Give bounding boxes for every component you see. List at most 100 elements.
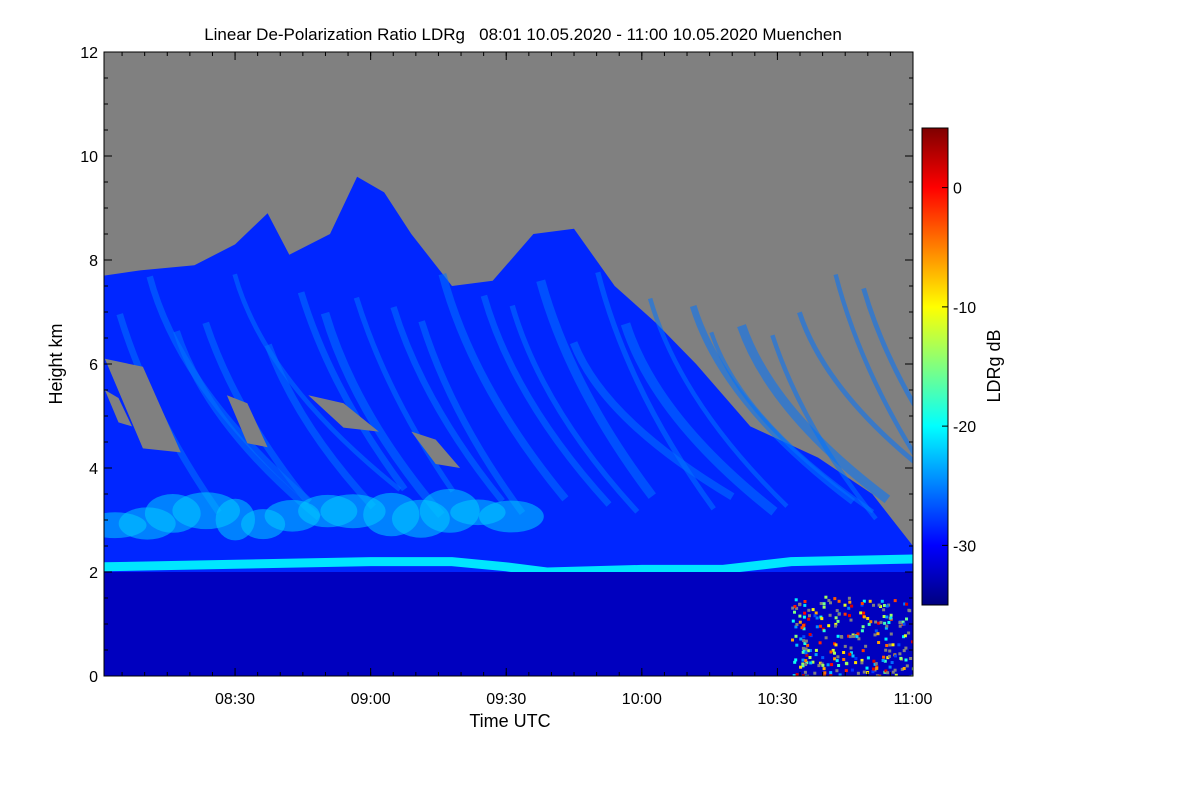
speckle-pixel — [811, 660, 815, 664]
speckle-pixel — [866, 656, 870, 660]
rain-region — [104, 572, 913, 676]
speckle-pixel — [834, 643, 838, 647]
speckle-pixel — [859, 611, 863, 615]
speckle-pixel — [850, 604, 854, 608]
speckle-pixel — [795, 673, 799, 676]
speckle-pixel — [864, 644, 868, 648]
fall-streak — [770, 334, 878, 521]
speckle-pixel — [891, 643, 895, 647]
speckle-pixel — [819, 602, 823, 605]
fall-streak — [861, 287, 913, 408]
speckle-pixel — [862, 615, 866, 619]
speckle-pixel — [843, 603, 847, 607]
speckle-pixel — [822, 629, 826, 633]
speckle-pixel — [831, 648, 835, 652]
speckle-pixel — [893, 599, 897, 603]
speckle-pixel — [909, 657, 913, 660]
speckle-pixel — [826, 663, 830, 667]
speckle-pixel — [844, 661, 848, 665]
speckle-pixel — [793, 660, 797, 664]
speckle-pixel — [882, 615, 886, 618]
speckle-pixel — [875, 666, 879, 670]
speckle-pixel — [888, 649, 892, 653]
speckle-pixel — [806, 643, 810, 647]
x-tick-label: 09:00 — [351, 691, 391, 708]
fall-streak — [833, 273, 913, 457]
speckle-pixel — [894, 673, 898, 676]
speckle-pixel — [888, 665, 892, 669]
speckle-pixel — [827, 599, 831, 602]
speckle-pixel — [886, 671, 890, 675]
speckle-pixel — [829, 601, 832, 605]
fall-streak — [647, 297, 789, 508]
colorbar-gradient — [921, 127, 949, 606]
speckle-pixel — [890, 661, 894, 664]
fall-streak — [480, 294, 612, 507]
speckle-pixel — [898, 621, 902, 625]
speckle-pixel — [814, 648, 818, 652]
speckle-pixel — [905, 617, 908, 621]
speckle-pixel — [821, 656, 825, 660]
speckle-pixel — [808, 656, 812, 659]
speckle-pixel — [824, 595, 828, 599]
speckle-pixel — [854, 661, 858, 665]
speckle-pixel — [822, 674, 826, 676]
speckle-pixel — [843, 612, 847, 616]
speckle-pixel — [888, 643, 892, 647]
fall-streak — [232, 273, 402, 492]
speckle-pixel — [902, 622, 906, 626]
speckle-pixel — [884, 626, 888, 630]
fall-streak — [418, 320, 526, 515]
colorbar-tick-label: -10 — [953, 300, 976, 317]
speckle-pixel — [886, 656, 890, 660]
speckle-pixel — [829, 674, 833, 676]
speckle-pixel — [860, 603, 864, 607]
speckle-pixel — [835, 659, 839, 663]
speckle-pixel — [834, 616, 838, 620]
fall-streak — [320, 311, 445, 518]
speckle-pixel — [885, 624, 889, 628]
cloud-gap — [308, 395, 379, 432]
speckle-pixel — [802, 615, 806, 619]
speckle-pixel — [837, 664, 841, 667]
speckle-pixel — [805, 653, 809, 657]
speckle-pixel — [814, 653, 818, 657]
speckle-pixel — [835, 669, 839, 673]
speckle-pixel — [801, 646, 805, 650]
cloud-gaps — [104, 358, 461, 468]
y-tick-label: 6 — [89, 357, 98, 374]
speckle-pixel — [865, 666, 869, 670]
speckle-pixel — [798, 603, 802, 607]
speckle-pixel — [874, 662, 878, 666]
speckle-pixel — [862, 611, 866, 615]
speckle-pixel — [815, 616, 819, 620]
speckle-pixel — [883, 659, 887, 663]
speckle-pixel — [900, 667, 904, 671]
speckle-pixel — [911, 640, 913, 644]
speckle-pixel — [893, 668, 897, 672]
speckle-pixel — [836, 634, 840, 638]
speckle-pixel — [857, 637, 861, 641]
speckle-pixel — [804, 651, 808, 655]
speckle-pixel — [819, 624, 822, 628]
speckle-pixel — [848, 635, 852, 639]
speckle-pixel — [806, 674, 810, 676]
plot-area — [104, 52, 913, 676]
speckle-pixel — [802, 639, 806, 643]
speckle-pixel — [798, 614, 802, 618]
speckle-pixel — [808, 633, 812, 636]
fall-streaks — [104, 271, 913, 541]
speckle-pixel — [820, 617, 824, 621]
speckle-pixel — [883, 621, 887, 625]
speckle-pixel — [818, 641, 822, 645]
speckle-pixel — [907, 608, 911, 612]
speckle-pixel — [803, 674, 807, 676]
colorbar: 0 -10 -20 -30 LDRg dB — [921, 127, 1004, 606]
speckle-pixel — [874, 629, 878, 633]
speckle-pixel — [904, 646, 908, 650]
speckle-pixel — [877, 621, 881, 625]
speckle-pixel — [911, 667, 913, 671]
speckle-pixel — [869, 620, 873, 624]
speckle-pixel — [808, 614, 811, 618]
